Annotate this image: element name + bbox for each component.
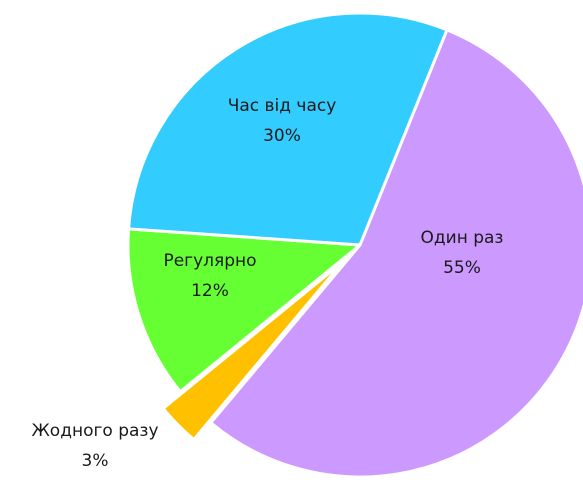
slice-label-name: Час від часу <box>228 96 337 116</box>
slice-label-name: Регулярно <box>163 251 256 271</box>
slice-label-name: Один раз <box>421 228 504 248</box>
slice-label-name: Жодного разу <box>31 421 158 441</box>
pie-slice-3 <box>126 227 362 394</box>
slice-label-value: 55% <box>443 258 481 278</box>
pie-labels: Один раз 55% Жодного разу 3% Регулярно 12% Час… <box>31 96 503 471</box>
pie-slice-4 <box>127 11 449 247</box>
pie-slice-1 <box>209 28 583 479</box>
pie-slices <box>126 11 583 479</box>
slice-label-value: 3% <box>82 451 109 471</box>
slice-label-value: 12% <box>191 281 229 301</box>
pie-slice-2 <box>161 260 345 442</box>
slice-label-value: 30% <box>263 126 301 146</box>
